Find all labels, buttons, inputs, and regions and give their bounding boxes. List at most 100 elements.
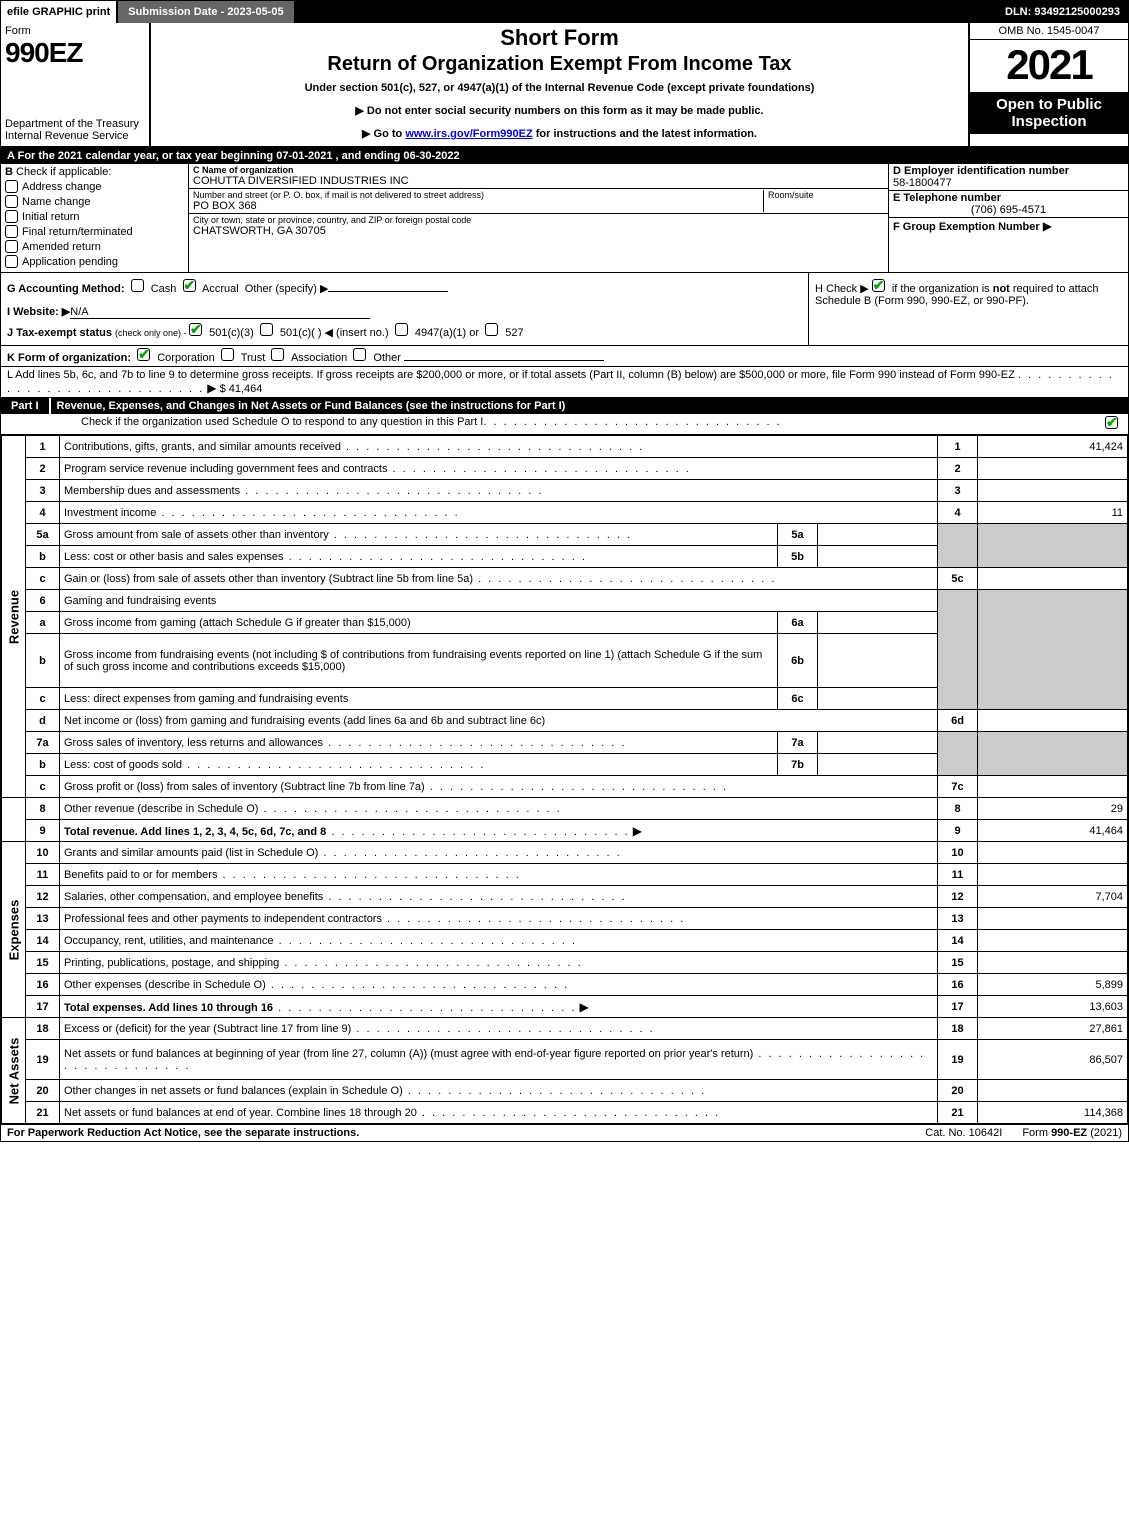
l7b-desc: Less: cost of goods sold bbox=[64, 759, 182, 771]
footer-left: For Paperwork Reduction Act Notice, see … bbox=[7, 1127, 905, 1139]
l4-num: 4 bbox=[26, 502, 60, 524]
l9-amt: 41,464 bbox=[978, 820, 1128, 842]
dots-icon bbox=[341, 441, 644, 453]
dots-icon bbox=[323, 737, 626, 749]
l14-desc: Occupancy, rent, utilities, and maintena… bbox=[64, 935, 274, 947]
g-other-input[interactable] bbox=[328, 291, 448, 292]
arrow-icon: ▶ bbox=[580, 1000, 589, 1014]
l10-amt bbox=[978, 842, 1128, 864]
footer-cat-no: Cat. No. 10642I bbox=[905, 1127, 1022, 1139]
l17-amt: 13,603 bbox=[978, 996, 1128, 1018]
short-form-title: Short Form bbox=[157, 25, 962, 51]
l3-desc: Membership dues and assessments bbox=[64, 485, 240, 497]
l8-num: 8 bbox=[26, 798, 60, 820]
b-label: Check if applicable: bbox=[16, 166, 111, 178]
l15-rnum: 15 bbox=[938, 952, 978, 974]
l6-shade bbox=[938, 590, 978, 710]
dots-icon bbox=[258, 803, 561, 815]
l4-rnum: 4 bbox=[938, 502, 978, 524]
l12-desc: Salaries, other compensation, and employ… bbox=[64, 891, 323, 903]
l18-num: 18 bbox=[26, 1018, 60, 1040]
l7b-num: b bbox=[26, 754, 60, 776]
bullet2-post: for instructions and the latest informat… bbox=[533, 128, 757, 140]
chk-cash[interactable] bbox=[131, 279, 144, 292]
l-arrow-icon: ▶ bbox=[207, 381, 216, 395]
chk-name-change[interactable] bbox=[5, 195, 18, 208]
l14-num: 14 bbox=[26, 930, 60, 952]
irs-link[interactable]: www.irs.gov/Form990EZ bbox=[405, 128, 532, 140]
l12-rnum: 12 bbox=[938, 886, 978, 908]
l18-rnum: 18 bbox=[938, 1018, 978, 1040]
d-ein-label: D Employer identification number bbox=[893, 165, 1069, 177]
chk-501c3[interactable] bbox=[189, 323, 202, 336]
chk-address-change[interactable] bbox=[5, 180, 18, 193]
ein-value: 58-1800477 bbox=[893, 177, 952, 189]
chk-amended-return[interactable] bbox=[5, 240, 18, 253]
chk-corp[interactable] bbox=[137, 348, 150, 361]
l6a-num: a bbox=[26, 612, 60, 634]
l6d-desc: Net income or (loss) from gaming and fun… bbox=[64, 715, 545, 727]
l7c-desc: Gross profit or (loss) from sales of inv… bbox=[64, 781, 425, 793]
line-a-text: For the 2021 calendar year, or tax year … bbox=[18, 150, 460, 162]
l5b-desc: Less: cost or other basis and sales expe… bbox=[64, 551, 284, 563]
telephone-value: (706) 695-4571 bbox=[893, 204, 1124, 216]
l5a-sub: 5a bbox=[778, 524, 818, 546]
chk-trust[interactable] bbox=[221, 348, 234, 361]
chk-other-org[interactable] bbox=[353, 348, 366, 361]
footer-r-pre: Form bbox=[1022, 1127, 1051, 1139]
chk-schedule-o[interactable] bbox=[1105, 416, 1118, 429]
k-other-input[interactable] bbox=[404, 360, 604, 361]
org-name: COHUTTA DIVERSIFIED INDUSTRIES INC bbox=[193, 175, 884, 187]
part-i-table: Revenue 1 Contributions, gifts, grants, … bbox=[1, 435, 1128, 1124]
f-group-label: F Group Exemption Number bbox=[893, 221, 1040, 233]
chk-assoc[interactable] bbox=[271, 348, 284, 361]
chk-527[interactable] bbox=[485, 323, 498, 336]
l7-amt-shade bbox=[978, 732, 1128, 776]
l-text: L Add lines 5b, 6c, and 7b to line 9 to … bbox=[7, 369, 1015, 381]
h-not: not bbox=[993, 283, 1010, 295]
g-accrual: Accrual bbox=[202, 283, 239, 295]
k-o3: Association bbox=[291, 352, 347, 364]
chk-501c[interactable] bbox=[260, 323, 273, 336]
tax-year: 2021 bbox=[970, 40, 1128, 92]
l3-num: 3 bbox=[26, 480, 60, 502]
chk-application-pending[interactable] bbox=[5, 255, 18, 268]
l15-amt bbox=[978, 952, 1128, 974]
arrow-icon: ▶ bbox=[633, 824, 642, 838]
l20-amt bbox=[978, 1080, 1128, 1102]
dots-icon bbox=[182, 759, 485, 771]
efile-print-button[interactable]: efile GRAPHIC print bbox=[1, 1, 118, 23]
l10-num: 10 bbox=[26, 842, 60, 864]
j-o4: 527 bbox=[505, 327, 523, 339]
dots-icon bbox=[417, 1107, 720, 1119]
l19-amt: 86,507 bbox=[978, 1040, 1128, 1080]
l7c-amt bbox=[978, 776, 1128, 798]
l9-rnum: 9 bbox=[938, 820, 978, 842]
chk-h[interactable] bbox=[872, 279, 885, 292]
h-pre: H Check ▶ bbox=[815, 283, 872, 295]
l2-amt bbox=[978, 458, 1128, 480]
l5b-sub: 5b bbox=[778, 546, 818, 568]
form-990ez-page: efile GRAPHIC print Submission Date - 20… bbox=[0, 0, 1129, 1142]
chk-final-return[interactable] bbox=[5, 225, 18, 238]
dots-icon bbox=[284, 551, 587, 563]
l13-num: 13 bbox=[26, 908, 60, 930]
chk-4947[interactable] bbox=[395, 323, 408, 336]
chk-accrual[interactable] bbox=[183, 279, 196, 292]
chk-initial-return[interactable] bbox=[5, 210, 18, 223]
l2-num: 2 bbox=[26, 458, 60, 480]
g-label: G Accounting Method: bbox=[7, 283, 125, 295]
l1-num: 1 bbox=[26, 436, 60, 458]
l8-desc: Other revenue (describe in Schedule O) bbox=[64, 803, 258, 815]
l6c-subval bbox=[818, 688, 938, 710]
l6-desc: Gaming and fundraising events bbox=[60, 590, 938, 612]
open-to-public: Open to Public Inspection bbox=[970, 92, 1128, 134]
dots-icon bbox=[273, 1002, 576, 1014]
section-c: C Name of organization COHUTTA DIVERSIFI… bbox=[189, 164, 888, 272]
l5a-num: 5a bbox=[26, 524, 60, 546]
h-mid: if the organization is bbox=[892, 283, 993, 295]
l17-rnum: 17 bbox=[938, 996, 978, 1018]
l11-desc: Benefits paid to or for members bbox=[64, 869, 217, 881]
part-i-dots bbox=[483, 416, 781, 432]
l16-rnum: 16 bbox=[938, 974, 978, 996]
